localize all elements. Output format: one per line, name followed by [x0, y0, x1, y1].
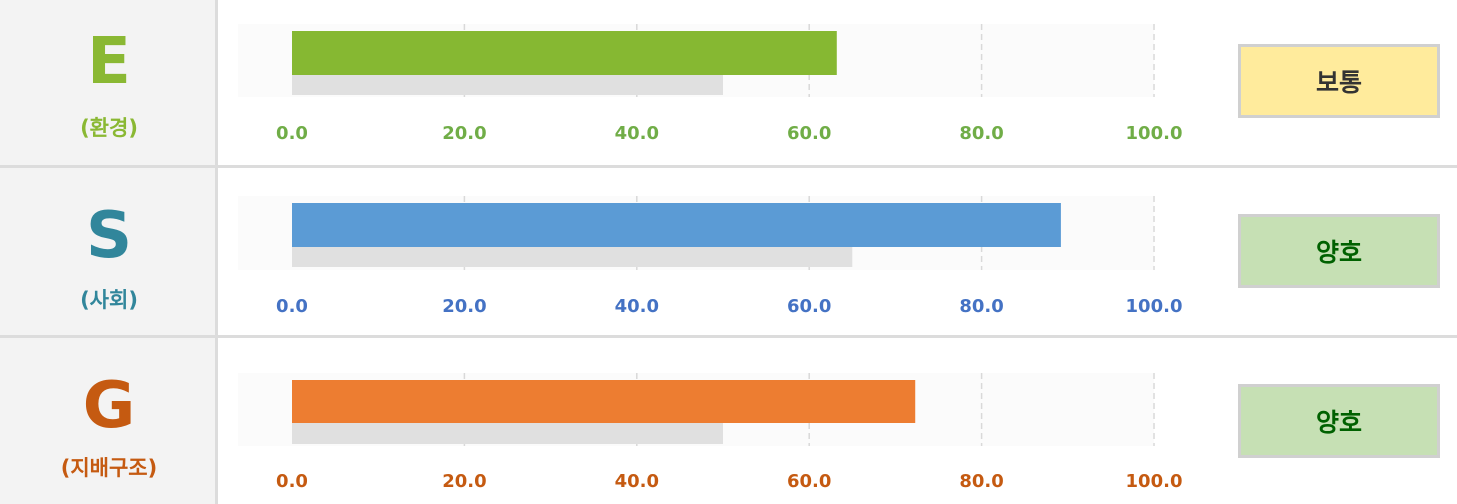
category-letter: G [82, 369, 136, 443]
benchmark-bar [292, 423, 723, 444]
x-tick-label: 80.0 [959, 123, 1003, 144]
score-bar [292, 203, 1061, 247]
x-tick-label: 100.0 [1126, 471, 1183, 492]
esg-row-environment: E (환경) 0.0 20.0 40.0 60.0 80.0 100.0 보통 [0, 0, 1457, 165]
x-tick-label: 20.0 [442, 296, 486, 317]
x-tick-label: 0.0 [276, 471, 308, 492]
category-letter: S [85, 199, 133, 273]
category-label-cell: S (사회) [0, 168, 218, 335]
x-tick-label: 40.0 [615, 123, 659, 144]
x-tick-label: 0.0 [276, 123, 308, 144]
x-tick-label: 60.0 [787, 123, 831, 144]
category-label-cell: E (환경) [0, 0, 218, 165]
score-bar [292, 380, 916, 423]
benchmark-bar [292, 75, 723, 95]
x-tick-label: 40.0 [615, 296, 659, 317]
score-bar-chart: 0.0 20.0 40.0 60.0 80.0 100.0 [238, 196, 1183, 317]
x-tick-label: 20.0 [442, 123, 486, 144]
benchmark-bar [292, 247, 853, 267]
esg-row-social: S (사회) 0.0 20.0 40.0 60.0 80.0 100.0 양호 [0, 168, 1457, 335]
x-tick-label: 80.0 [959, 471, 1003, 492]
x-tick-label: 20.0 [442, 471, 486, 492]
category-name: (사회) [80, 288, 138, 312]
category-label-cell: G (지배구조) [0, 338, 218, 504]
x-tick-label: 100.0 [1126, 296, 1183, 317]
x-tick-label: 100.0 [1126, 123, 1183, 144]
category-letter: E [87, 25, 131, 99]
x-tick-label: 60.0 [787, 471, 831, 492]
esg-row-governance: G (지배구조) 0.0 20.0 40.0 60.0 80.0 100.0 양호 [0, 338, 1457, 504]
grade-badge: 양호 [1238, 384, 1440, 458]
x-tick-label: 0.0 [276, 296, 308, 317]
category-name: (환경) [80, 116, 138, 140]
x-tick-label: 60.0 [787, 296, 831, 317]
score-bar-chart: 0.0 20.0 40.0 60.0 80.0 100.0 [238, 24, 1183, 144]
grade-badge: 보통 [1238, 44, 1440, 118]
score-bar-chart: 0.0 20.0 40.0 60.0 80.0 100.0 [238, 373, 1183, 492]
x-tick-label: 80.0 [959, 296, 1003, 317]
x-tick-label: 40.0 [615, 471, 659, 492]
grade-badge: 양호 [1238, 214, 1440, 288]
row-divider [0, 165, 1457, 168]
category-name: (지배구조) [60, 456, 158, 480]
row-divider [0, 335, 1457, 338]
score-bar [292, 31, 837, 75]
